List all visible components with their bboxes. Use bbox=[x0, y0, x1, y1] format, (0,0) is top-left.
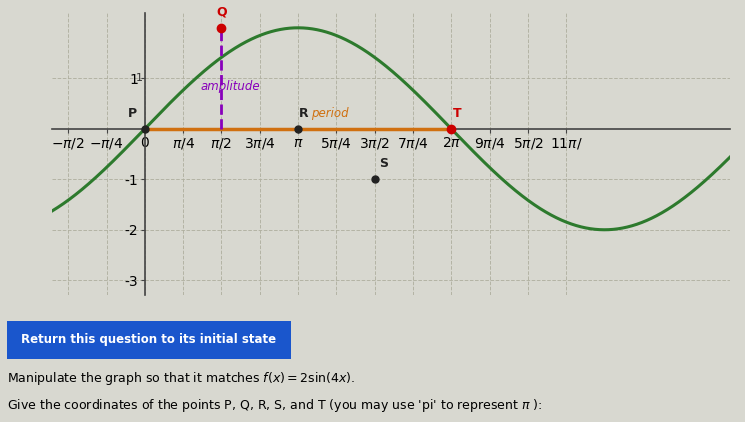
Text: R: R bbox=[299, 107, 308, 120]
Text: Return this question to its initial state: Return this question to its initial stat… bbox=[22, 333, 276, 346]
Text: Manipulate the graph so that it matches $f(x) = 2\sin(4x)$.: Manipulate the graph so that it matches … bbox=[7, 370, 356, 387]
Text: T: T bbox=[453, 107, 461, 120]
Text: S: S bbox=[379, 157, 388, 170]
Text: Give the coordinates of the points P, Q, R, S, and T (you may use 'pi' to repres: Give the coordinates of the points P, Q,… bbox=[7, 398, 543, 414]
Text: amplitude: amplitude bbox=[201, 81, 261, 93]
Text: period: period bbox=[311, 107, 348, 120]
Text: Q: Q bbox=[216, 6, 226, 19]
Text: P: P bbox=[128, 107, 137, 120]
Text: 1: 1 bbox=[136, 73, 142, 83]
